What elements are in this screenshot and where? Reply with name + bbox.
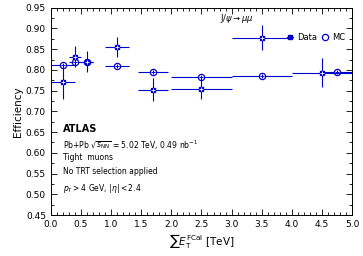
Text: $p_{\mathrm{T}} > 4$ GeV, $|\eta| < 2.4$: $p_{\mathrm{T}} > 4$ GeV, $|\eta| < 2.4$ [63,182,142,195]
Legend: Data, MC: Data, MC [287,33,345,41]
Y-axis label: Efficiency: Efficiency [13,86,23,137]
Text: Tight  muons: Tight muons [63,153,113,162]
Text: No TRT selection applied: No TRT selection applied [63,167,158,176]
Text: J/$\psi\rightarrow\mu\mu$: J/$\psi\rightarrow\mu\mu$ [220,12,253,25]
Text: ATLAS: ATLAS [63,124,97,134]
Text: Pb+Pb $\sqrt{s_{\mathrm{NN}}}$ = 5.02 TeV, 0.49 nb$^{-1}$: Pb+Pb $\sqrt{s_{\mathrm{NN}}}$ = 5.02 Te… [63,138,198,152]
X-axis label: $\sum E_{\mathrm{T}}^{\mathrm{FCal}}$ [TeV]: $\sum E_{\mathrm{T}}^{\mathrm{FCal}}$ [T… [169,232,234,250]
